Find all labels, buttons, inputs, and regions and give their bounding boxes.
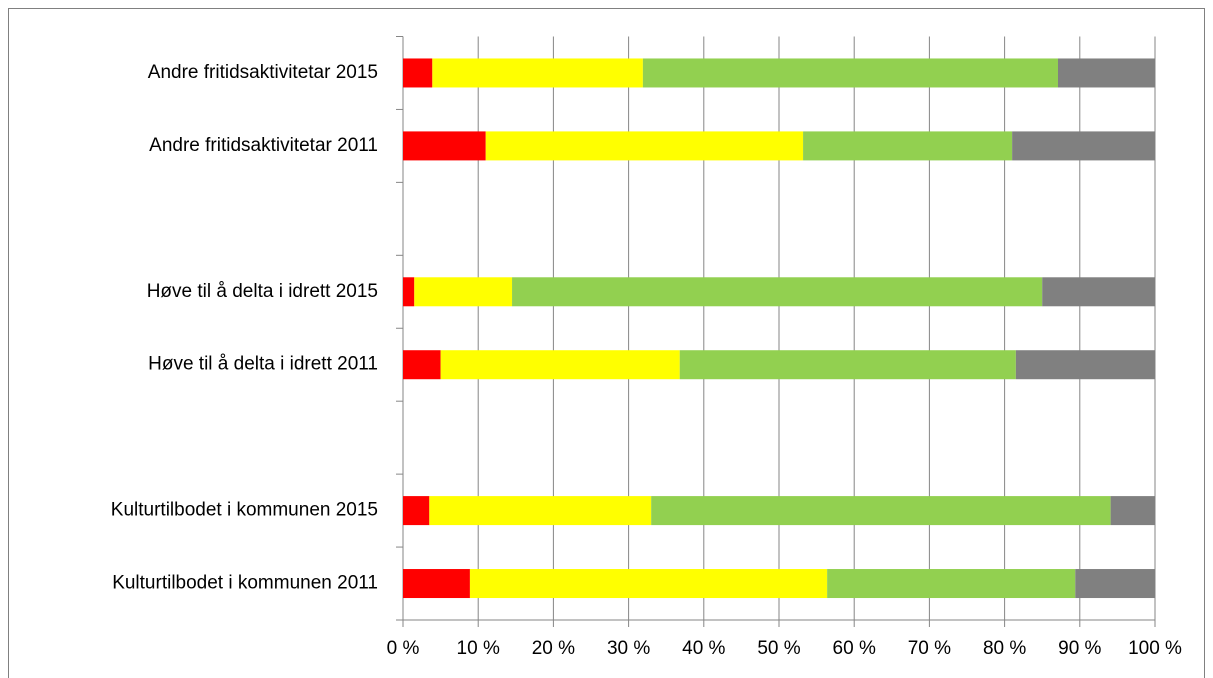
bar-segment — [1057, 58, 1155, 88]
bar-segment — [485, 131, 804, 161]
x-tick-label: 40 % — [682, 638, 725, 659]
bar-segment — [403, 569, 470, 599]
bar-segment — [803, 131, 1013, 161]
chart-frame — [8, 8, 1205, 678]
x-tick-label: 100 % — [1128, 638, 1182, 659]
bar-segment — [403, 496, 430, 526]
bar-segment — [403, 350, 441, 380]
bar-segment — [1110, 496, 1155, 526]
x-tick-label: 70 % — [908, 638, 951, 659]
y-tick-label: Andre fritidsaktivitetar 2011 — [149, 135, 378, 156]
x-tick-label: 90 % — [1058, 638, 1101, 659]
bar-segment — [403, 131, 486, 161]
x-tick-label: 10 % — [457, 638, 500, 659]
x-tick-label: 30 % — [607, 638, 650, 659]
bar-segment — [1015, 350, 1155, 380]
bar-segment — [512, 277, 1043, 307]
bar-segment — [432, 58, 643, 88]
y-tick-label: Høve til å delta i idrett 2011 — [148, 354, 378, 375]
bar-segment — [679, 350, 1016, 380]
bar-segment — [429, 496, 652, 526]
bar-segment — [403, 277, 415, 307]
x-tick-label: 80 % — [983, 638, 1026, 659]
y-tick-label: Andre fritidsaktivitetar 2015 — [148, 62, 378, 83]
bar-segment — [1012, 131, 1155, 161]
y-tick-label: Høve til å delta i idrett 2015 — [147, 281, 378, 302]
x-tick-label: 0 % — [387, 638, 420, 659]
bar-segment — [651, 496, 1111, 526]
x-tick-label: 20 % — [532, 638, 575, 659]
bar-segment — [414, 277, 513, 307]
bar-segment — [827, 569, 1076, 599]
bar-segment — [469, 569, 828, 599]
y-tick-label: Kulturtilbodet i kommunen 2015 — [111, 500, 378, 521]
x-tick-label: 50 % — [757, 638, 800, 659]
bar-segment — [403, 58, 433, 88]
x-tick-label: 60 % — [833, 638, 876, 659]
bar-segment — [1042, 277, 1155, 307]
bar-segment — [440, 350, 680, 380]
y-tick-label: Kulturtilbodet i kommunen 2011 — [112, 573, 378, 594]
bar-segment — [642, 58, 1058, 88]
bar-segment — [1075, 569, 1155, 599]
